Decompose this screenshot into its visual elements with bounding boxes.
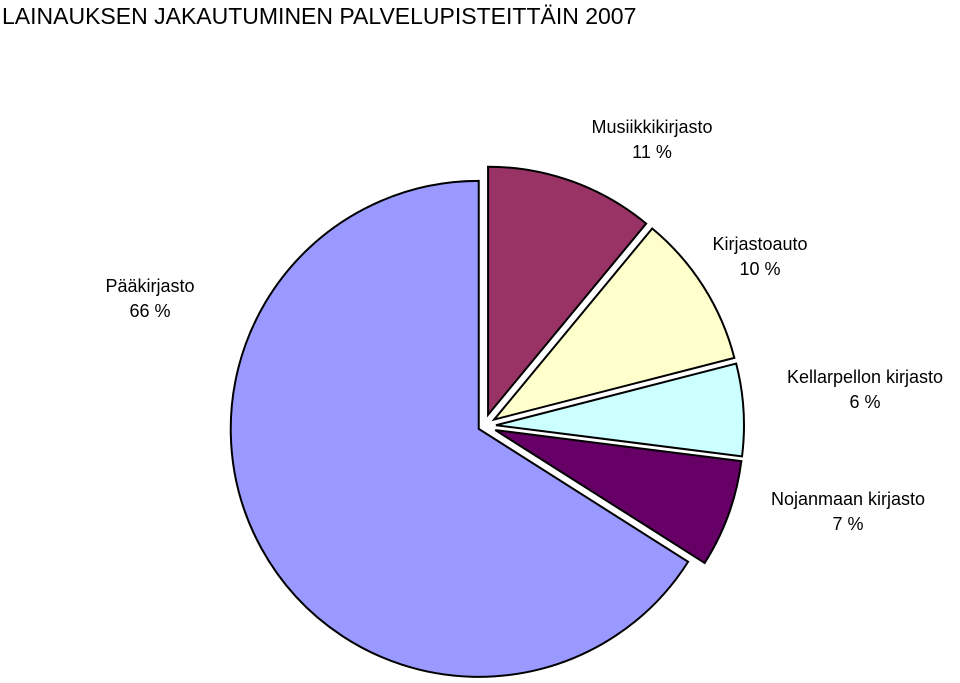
slice-label: Pääkirjasto [105, 276, 194, 296]
chart-title: LAINAUKSEN JAKAUTUMINEN PALVELUPISTEITTÄ… [2, 3, 636, 29]
value-label: 10 % [739, 259, 780, 279]
pie-slice [494, 429, 743, 565]
value-label: 11 % [632, 142, 672, 162]
value-label: 66 % [129, 301, 170, 321]
value-label: 6 % [849, 392, 880, 412]
pie-slice [491, 227, 736, 422]
slice-label: Kellarpellon kirjasto [787, 367, 943, 387]
value-label: 7 % [832, 514, 863, 534]
pie-slice [487, 165, 648, 418]
slice-label: Nojanmaan kirjasto [771, 489, 925, 509]
pie-slice [495, 362, 745, 458]
pie-slice [229, 179, 690, 678]
slice-label: Musiikkikirjasto [591, 117, 712, 137]
slice-label: Kirjastoauto [712, 234, 807, 254]
